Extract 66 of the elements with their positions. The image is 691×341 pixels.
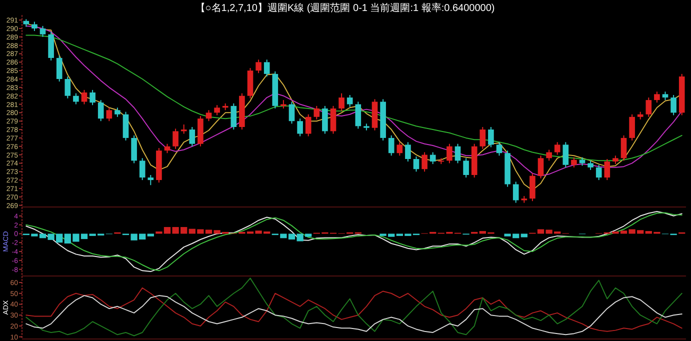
candlestick bbox=[405, 142, 411, 162]
candlestick bbox=[512, 181, 519, 204]
candlestick bbox=[446, 143, 452, 164]
bar bbox=[147, 234, 154, 236]
candlestick bbox=[430, 152, 436, 165]
candlestick bbox=[422, 152, 428, 172]
candlestick bbox=[670, 94, 676, 116]
candlestick bbox=[496, 142, 502, 156]
candlestick bbox=[571, 156, 577, 168]
candlestick bbox=[355, 101, 362, 130]
candlestick bbox=[396, 142, 403, 156]
candlestick bbox=[305, 114, 312, 137]
line-series bbox=[26, 278, 682, 336]
candlestick bbox=[346, 94, 353, 108]
candlestick bbox=[122, 111, 129, 141]
candlestick bbox=[214, 104, 220, 116]
candlestick bbox=[654, 91, 660, 104]
candlestick bbox=[297, 118, 303, 137]
candlestick bbox=[98, 100, 104, 122]
candlestick bbox=[73, 92, 79, 105]
candlestick bbox=[562, 142, 569, 168]
candlestick bbox=[338, 92, 344, 112]
candlestick bbox=[463, 158, 469, 178]
candlestick bbox=[139, 158, 146, 181]
candlestick bbox=[180, 124, 187, 134]
line-series bbox=[26, 295, 682, 336]
candlestick bbox=[530, 172, 536, 202]
candlestick bbox=[148, 174, 154, 186]
candlestick bbox=[172, 128, 178, 150]
candlestick bbox=[330, 105, 336, 134]
candlestick bbox=[454, 143, 461, 164]
candlestick bbox=[206, 110, 212, 122]
candlestick bbox=[189, 126, 196, 147]
chart-title: 【○名1,2,7,10】週圍K線 (週圍范圍 0-1 当前週圍:1 報率:0.6400000) bbox=[195, 2, 495, 14]
candlestick bbox=[56, 54, 62, 82]
candlestick bbox=[230, 102, 237, 130]
candlestick bbox=[322, 105, 328, 134]
candlestick bbox=[48, 31, 54, 61]
candlestick bbox=[588, 160, 594, 170]
candlestick bbox=[646, 97, 652, 118]
candlestick bbox=[546, 149, 552, 162]
candlestick bbox=[264, 59, 270, 77]
candlestick bbox=[314, 105, 320, 120]
bar bbox=[520, 234, 528, 238]
line-series bbox=[26, 287, 682, 332]
candlestick bbox=[413, 156, 420, 172]
candlestick bbox=[32, 21, 38, 32]
candlestick bbox=[40, 25, 46, 38]
candlestick bbox=[629, 114, 635, 141]
candlestick bbox=[81, 89, 88, 105]
candlestick bbox=[114, 107, 120, 118]
candlestick bbox=[554, 142, 560, 156]
candlestick bbox=[256, 59, 262, 74]
candlestick bbox=[131, 134, 137, 164]
candlestick bbox=[164, 143, 170, 154]
candlestick bbox=[620, 134, 627, 162]
candlestick bbox=[64, 76, 71, 99]
candlestick bbox=[288, 101, 295, 124]
candlestick bbox=[604, 158, 610, 181]
candlestick bbox=[106, 107, 112, 122]
candlestick bbox=[388, 134, 394, 156]
candlestick bbox=[90, 89, 96, 106]
candlestick bbox=[596, 164, 602, 181]
candlestick bbox=[538, 155, 544, 179]
candlestick bbox=[480, 126, 486, 150]
candlestick bbox=[488, 126, 494, 148]
